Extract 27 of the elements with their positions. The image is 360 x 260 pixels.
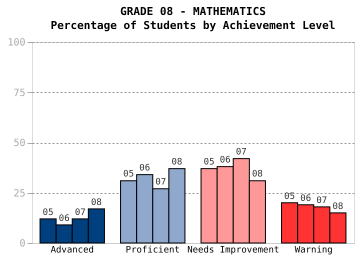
series-label: 05 <box>42 208 54 218</box>
text: 08 <box>332 202 344 212</box>
series-label: 08 <box>90 198 102 208</box>
text: 05 <box>204 158 215 168</box>
chart-title: GRADE 08 - MATHEMATICS <box>120 5 266 18</box>
y-tick-label: 0 <box>19 238 26 250</box>
y-tick-label: 25 <box>13 188 26 200</box>
series-label: 06 <box>58 214 70 224</box>
text: 05 <box>123 170 134 180</box>
chart-subtitle: Percentage of Students by Achievement Level <box>50 19 336 32</box>
text: 07 <box>236 148 247 158</box>
text: 08 <box>171 158 182 168</box>
x-tick-label: Advanced <box>50 246 94 256</box>
text: 08 <box>252 170 263 180</box>
x-tick-label: Warning <box>294 246 333 256</box>
text: 07 <box>316 196 328 206</box>
y-tick-label: 75 <box>13 88 26 99</box>
text: 06 <box>300 194 312 204</box>
text: 06 <box>220 156 231 166</box>
x-tick-label: Needs Improvement <box>187 246 280 256</box>
y-tick-label: 100 <box>7 38 26 48</box>
x-tick-label: Proficient <box>126 246 180 256</box>
series-label: 07 <box>74 208 86 218</box>
text: 07 <box>155 178 166 188</box>
text: 05 <box>284 192 296 202</box>
text: 06 <box>139 164 150 174</box>
y-tick-label: 50 <box>13 138 26 149</box>
